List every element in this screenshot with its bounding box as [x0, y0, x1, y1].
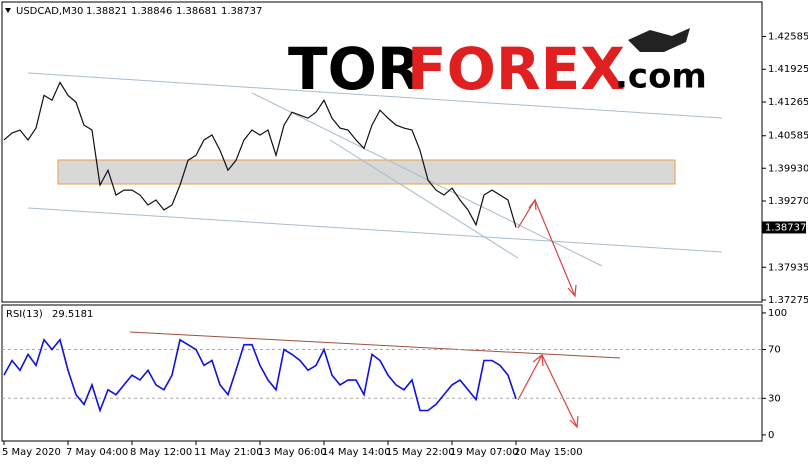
rsi-trend-line: [129, 331, 621, 359]
x-tick-label: 11 May 21:00: [194, 447, 263, 458]
y-tick-label: 1.39930: [768, 163, 808, 174]
rsi-panel: [1, 304, 763, 442]
y-tick-label: 1.37935: [768, 262, 808, 273]
x-tick-label: 5 May 2020: [2, 447, 61, 458]
trend-line: [251, 92, 603, 267]
x-tick-label: 13 May 06:00: [258, 447, 327, 458]
x-tick-label: 19 May 07:00: [450, 447, 519, 458]
close: 1.38737: [221, 6, 262, 17]
logo-bull: [628, 28, 690, 52]
trend-line: [27, 72, 723, 119]
y-tick-label: 1.41265: [768, 97, 808, 108]
y-tick-label: 100: [768, 308, 787, 319]
x-tick-label: 15 May 22:00: [386, 447, 455, 458]
x-tick-label: 7 May 04:00: [66, 447, 128, 458]
menu-triangle: [5, 8, 11, 13]
y-tick-label: 70: [768, 345, 781, 356]
price-box: [762, 221, 806, 234]
rsi-title: RSI(13): [6, 309, 43, 320]
logo-forex: FOREX: [407, 35, 625, 103]
x-tick-label: 14 May 14:00: [322, 447, 391, 458]
logo-tor: TOR: [288, 35, 422, 103]
x-tick-label: 20 May 15:00: [514, 447, 583, 458]
open: 1.38821: [86, 6, 127, 17]
high: 1.38846: [131, 6, 172, 17]
symbol-title: USDCAD,M30: [16, 6, 83, 17]
resistance-zone: [57, 159, 676, 185]
price-label: 1.38737: [765, 222, 806, 233]
price-line: [3, 81, 517, 228]
y-tick-label: 1.39270: [768, 196, 808, 207]
x-tick-label: 8 May 12:00: [130, 447, 192, 458]
logo-com: .com: [615, 57, 707, 97]
low: 1.38681: [176, 6, 217, 17]
trend-line: [27, 207, 723, 253]
rsi-value: 29.5181: [52, 309, 93, 320]
price-panel: [1, 1, 763, 303]
forecast-arrows: [517, 198, 579, 429]
price-line: [3, 338, 517, 413]
trend-line: [329, 139, 519, 259]
y-tick-label: 30: [768, 393, 781, 404]
y-tick-label: 1.37275: [768, 295, 808, 306]
y-tick-label: 1.41925: [768, 64, 808, 75]
y-tick-label: 1.40585: [768, 131, 808, 142]
y-tick-label: 0: [768, 430, 774, 441]
y-tick-label: 1.42585: [768, 31, 808, 42]
plot: 1.42585 1.41925 1.41265 1.40585 1.39930 1.392…: [2, 31, 808, 458]
